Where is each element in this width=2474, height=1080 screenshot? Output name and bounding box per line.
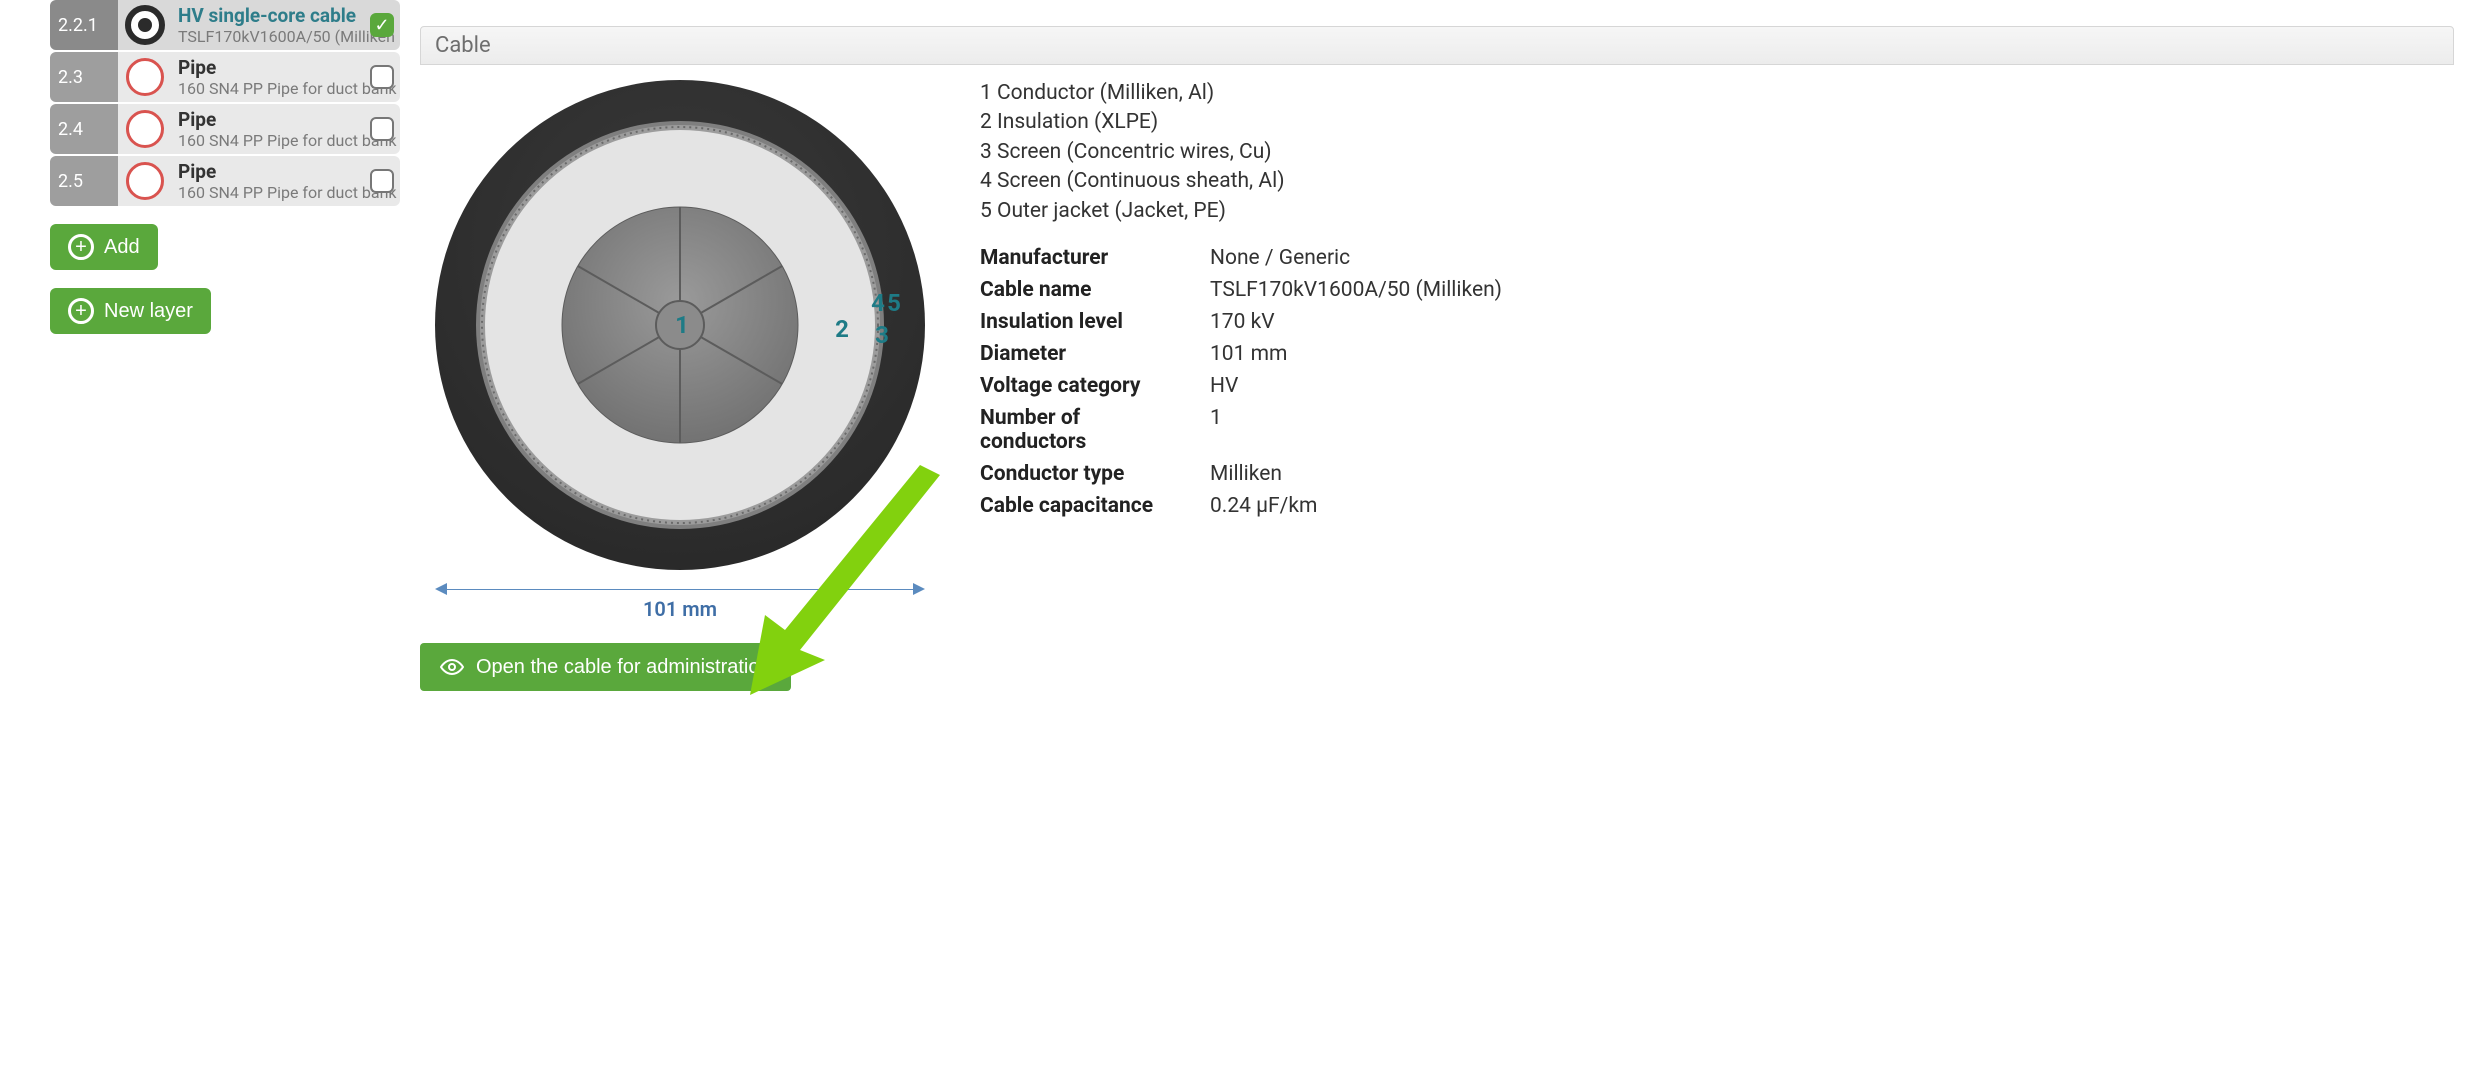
- legend-row: 2 Insulation (XLPE): [980, 108, 2454, 137]
- legend-row: 5 Outer jacket (Jacket, PE): [980, 197, 2454, 226]
- new-layer-button[interactable]: + New layer: [50, 288, 211, 334]
- tree-item-index: 2.3: [50, 52, 118, 102]
- property-key: Manufacturer: [980, 246, 1190, 270]
- legend-row: 4 Screen (Continuous sheath, Al): [980, 167, 2454, 196]
- property-value: 0.24 μF/km: [1210, 494, 2454, 518]
- add-button-label: Add: [104, 236, 140, 259]
- dimension-row: 101 mm: [435, 579, 925, 621]
- dimension-arrow: [435, 579, 925, 599]
- tree-item-checkbox[interactable]: [370, 117, 394, 141]
- cable-properties-table: Manufacturer None / Generic Cable name TSLF…: [980, 246, 2454, 518]
- tree-item-title: HV single-core cable: [178, 4, 400, 27]
- tree-item[interactable]: 2.4 Pipe160 SN4 PP Pipe for duct bank: [50, 104, 400, 154]
- cable-layer-legend: 1 Conductor (Milliken, Al)2 Insulation (…: [980, 79, 2454, 226]
- cable-icon: [118, 0, 172, 50]
- tree-item-checkbox[interactable]: [370, 65, 394, 89]
- tree-list: 2.2.1 HV single-core cableTSLF170kV1600A/…: [50, 0, 400, 206]
- tree-item-title: Pipe: [178, 160, 400, 183]
- property-key: Insulation level: [980, 310, 1190, 334]
- property-key: Number of conductors: [980, 406, 1190, 454]
- property-value: HV: [1210, 374, 2454, 398]
- property-value: None / Generic: [1210, 246, 2454, 270]
- main-panel: Cable 1 23 45: [400, 0, 2474, 1080]
- tree-item-index: 2.5: [50, 156, 118, 206]
- property-key: Voltage category: [980, 374, 1190, 398]
- tree-item-subtitle: 160 SN4 PP Pipe for duct bank: [178, 183, 400, 202]
- tree-item[interactable]: 2.2.1 HV single-core cableTSLF170kV1600A/…: [50, 0, 400, 50]
- property-value: 170 kV: [1210, 310, 2454, 334]
- open-cable-admin-button[interactable]: Open the cable for administration: [420, 643, 791, 691]
- tree-item-subtitle: TSLF170kV1600A/50 (Milliken: [178, 27, 400, 46]
- svg-text:1: 1: [675, 311, 689, 339]
- pipe-icon: [118, 52, 172, 102]
- property-key: Cable name: [980, 278, 1190, 302]
- tree-item-body: HV single-core cableTSLF170kV1600A/50 (M…: [172, 0, 400, 50]
- svg-text:4: 4: [871, 289, 885, 317]
- tree-item-body: Pipe160 SN4 PP Pipe for duct bank: [172, 104, 400, 154]
- tree-item-subtitle: 160 SN4 PP Pipe for duct bank: [178, 79, 400, 98]
- new-layer-button-label: New layer: [104, 300, 193, 323]
- dimension-label: 101 mm: [643, 597, 717, 621]
- pipe-icon: [118, 156, 172, 206]
- open-cable-admin-label: Open the cable for administration: [476, 656, 771, 679]
- tree-item-title: Pipe: [178, 56, 400, 79]
- property-value: Milliken: [1210, 462, 2454, 486]
- tree-item-checkbox[interactable]: [370, 169, 394, 193]
- svg-text:2: 2: [835, 315, 849, 343]
- legend-row: 1 Conductor (Milliken, Al): [980, 79, 2454, 108]
- plus-icon: +: [68, 298, 94, 324]
- add-button[interactable]: + Add: [50, 224, 158, 270]
- tree-item-title: Pipe: [178, 108, 400, 131]
- cable-info-column: 1 Conductor (Milliken, Al)2 Insulation (…: [980, 75, 2454, 691]
- tree-item-subtitle: 160 SN4 PP Pipe for duct bank: [178, 131, 400, 150]
- tree-item-body: Pipe160 SN4 PP Pipe for duct bank: [172, 52, 400, 102]
- property-value: 1: [1210, 406, 2454, 454]
- tree-item-index: 2.4: [50, 104, 118, 154]
- plus-icon: +: [68, 234, 94, 260]
- property-value: 101 mm: [1210, 342, 2454, 366]
- eye-icon: [440, 655, 464, 679]
- section-header: Cable: [420, 26, 2454, 65]
- cable-cross-section-diagram: 1 23 45: [430, 75, 930, 575]
- property-key: Conductor type: [980, 462, 1190, 486]
- tree-item-index: 2.2.1: [50, 0, 118, 50]
- svg-text:3: 3: [875, 321, 889, 349]
- svg-text:5: 5: [887, 289, 901, 317]
- property-value: TSLF170kV1600A/50 (Milliken): [1210, 278, 2454, 302]
- legend-row: 3 Screen (Concentric wires, Cu): [980, 138, 2454, 167]
- tree-item[interactable]: 2.5 Pipe160 SN4 PP Pipe for duct bank: [50, 156, 400, 206]
- property-key: Diameter: [980, 342, 1190, 366]
- tree-item-checkbox[interactable]: ✓: [370, 13, 394, 37]
- sidebar: 2.2.1 HV single-core cableTSLF170kV1600A/…: [0, 0, 400, 1080]
- cable-diagram-column: 1 23 45 101 mm Open the cable for administ…: [420, 75, 940, 691]
- pipe-icon: [118, 104, 172, 154]
- property-key: Cable capacitance: [980, 494, 1190, 518]
- tree-item-body: Pipe160 SN4 PP Pipe for duct bank: [172, 156, 400, 206]
- tree-item[interactable]: 2.3 Pipe160 SN4 PP Pipe for duct bank: [50, 52, 400, 102]
